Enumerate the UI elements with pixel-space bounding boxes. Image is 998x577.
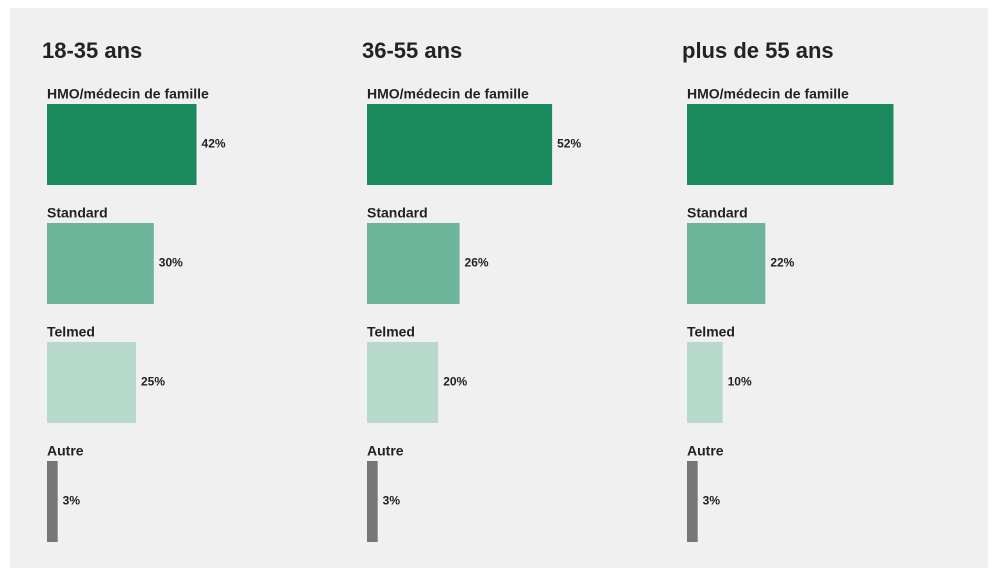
- category-label: Autre: [47, 443, 84, 459]
- bar: [47, 223, 154, 304]
- value-label: 10%: [728, 375, 752, 389]
- bar: [687, 104, 894, 185]
- value-label: 20%: [443, 375, 467, 389]
- bar: [47, 461, 58, 542]
- bar: [367, 223, 460, 304]
- value-label: 3%: [383, 494, 401, 508]
- bar: [687, 461, 698, 542]
- bar: [687, 342, 723, 423]
- category-label: Telmed: [367, 324, 415, 340]
- value-label: 42%: [202, 137, 226, 151]
- bar: [47, 342, 136, 423]
- bar: [367, 461, 378, 542]
- bar: [367, 104, 553, 185]
- panel-title: 36-55 ans: [362, 38, 462, 63]
- category-label: Standard: [367, 205, 428, 221]
- value-label: 22%: [770, 256, 794, 270]
- category-label: HMO/médecin de famille: [47, 86, 209, 102]
- panel-background: [10, 8, 988, 568]
- value-label: 26%: [465, 256, 489, 270]
- category-label: Autre: [687, 443, 724, 459]
- category-label: HMO/médecin de famille: [687, 86, 849, 102]
- category-label: Standard: [687, 205, 748, 221]
- value-label: 3%: [63, 494, 81, 508]
- category-label: HMO/médecin de famille: [367, 86, 529, 102]
- bar: [367, 342, 439, 423]
- value-label: 30%: [159, 256, 183, 270]
- bar: [687, 223, 766, 304]
- value-label: 52%: [557, 137, 581, 151]
- value-label: 3%: [703, 494, 721, 508]
- category-label: Autre: [367, 443, 404, 459]
- category-label: Standard: [47, 205, 108, 221]
- panel-title: plus de 55 ans: [682, 38, 834, 63]
- bar: [47, 104, 197, 185]
- category-label: Telmed: [47, 324, 95, 340]
- panel-title: 18-35 ans: [42, 38, 142, 63]
- category-label: Telmed: [687, 324, 735, 340]
- value-label: 25%: [141, 375, 165, 389]
